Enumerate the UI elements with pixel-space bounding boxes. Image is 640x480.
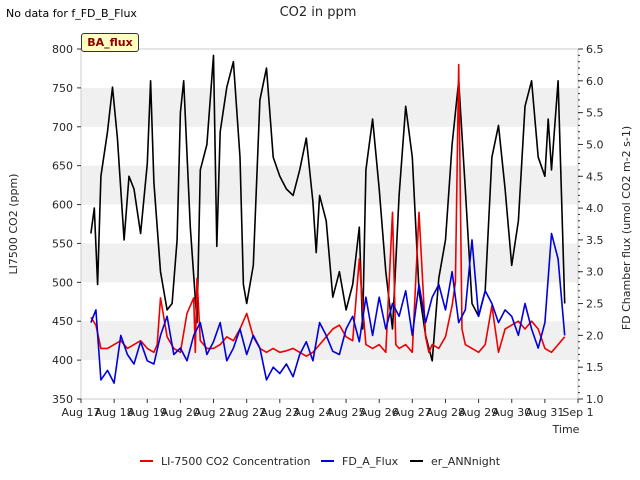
x-tick-label: Aug 22 bbox=[227, 406, 266, 419]
x-tick-label: Aug 25 bbox=[327, 406, 366, 419]
right-y-tick-label: 1.0 bbox=[586, 393, 604, 406]
fd-a-flux-line bbox=[90, 232, 566, 384]
x-tick-label: Aug 31 bbox=[525, 406, 564, 419]
left-y-tick-label: 400 bbox=[52, 354, 73, 367]
right-y-tick-label: 3.5 bbox=[586, 234, 604, 247]
left-y-tick-label: 500 bbox=[52, 276, 73, 289]
right-y-tick-label: 5.0 bbox=[586, 138, 604, 151]
right-y-tick-label: 2.5 bbox=[586, 298, 604, 311]
left-y-tick-label: 700 bbox=[52, 121, 73, 134]
plot-area bbox=[80, 48, 579, 400]
x-tick-label: Aug 27 bbox=[393, 406, 432, 419]
x-tick-label: Aug 23 bbox=[260, 406, 299, 419]
co2-concentration-line bbox=[90, 63, 566, 358]
left-y-tick-label: 450 bbox=[52, 315, 73, 328]
left-y-tick-label: 750 bbox=[52, 82, 73, 95]
left-y-axis: 350 400 450 500 550 600 650 700 750 800 bbox=[52, 43, 81, 406]
right-y-tick-label: 2.0 bbox=[586, 329, 604, 342]
right-y-axis: 1.0 1.5 2.0 2.5 3.0 3.5 4.0 4.5 5.0 5.5 6.0 6.5 bbox=[578, 43, 604, 406]
left-y-tick-label: 350 bbox=[52, 393, 73, 406]
grid-band bbox=[81, 87, 578, 127]
x-tick-label: Aug 20 bbox=[161, 406, 200, 419]
x-tick-label: Aug 28 bbox=[426, 406, 465, 419]
right-y-tick-label: 6.0 bbox=[586, 75, 604, 88]
legend-label-co2: LI-7500 CO2 Concentration bbox=[161, 455, 311, 468]
x-axis-label: Time bbox=[552, 423, 580, 436]
legend: LI-7500 CO2 Concentration FD_A_Flux er_A… bbox=[140, 455, 501, 468]
right-y-tick-label: 6.5 bbox=[586, 43, 604, 56]
legend-label-er-annnight: er_ANNnight bbox=[431, 455, 501, 468]
x-tick-label: Aug 24 bbox=[293, 406, 332, 419]
right-y-axis-label: FD Chamber flux (umol CO2 m-2 s-1) bbox=[620, 126, 633, 330]
x-tick-label: Aug 30 bbox=[492, 406, 531, 419]
x-tick-label: Aug 18 bbox=[95, 406, 134, 419]
x-tick-label: Aug 29 bbox=[459, 406, 498, 419]
left-y-tick-label: 800 bbox=[52, 43, 73, 56]
x-tick-label: Aug 26 bbox=[360, 406, 399, 419]
right-y-tick-label: 4.0 bbox=[586, 202, 604, 215]
series-lines bbox=[90, 54, 566, 384]
left-y-tick-label: 550 bbox=[52, 237, 73, 250]
x-tick-label: Aug 17 bbox=[62, 406, 101, 419]
background-bands bbox=[81, 87, 578, 361]
left-y-tick-label: 600 bbox=[52, 199, 73, 212]
x-tick-label: Aug 19 bbox=[128, 406, 167, 419]
left-y-tick-label: 650 bbox=[52, 160, 73, 173]
right-y-tick-label: 1.5 bbox=[586, 361, 604, 374]
ba-flux-badge: BA_flux bbox=[81, 33, 139, 52]
right-y-tick-label: 4.5 bbox=[586, 170, 604, 183]
x-tick-label: Aug 21 bbox=[194, 406, 233, 419]
x-tick-label: Sep 1 bbox=[562, 406, 593, 419]
left-y-axis-label: LI7500 CO2 (ppm) bbox=[7, 174, 20, 275]
chart-title: CO2 in ppm bbox=[280, 5, 357, 20]
right-y-tick-label: 3.0 bbox=[586, 266, 604, 279]
legend-label-fd-a-flux: FD_A_Flux bbox=[342, 455, 399, 468]
grid-band bbox=[81, 165, 578, 205]
no-data-note: No data for f_FD_B_Flux bbox=[6, 7, 137, 20]
right-y-tick-label: 5.5 bbox=[586, 107, 604, 120]
